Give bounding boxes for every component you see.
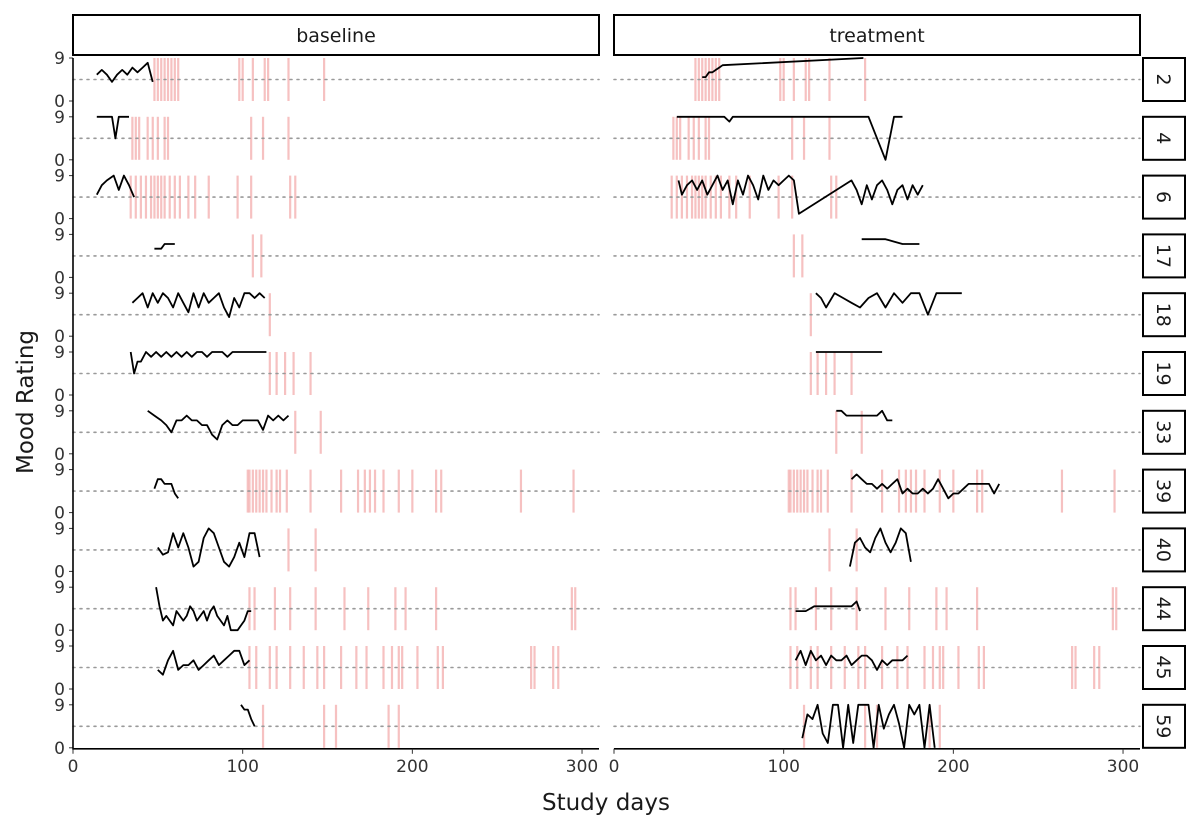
series-line-6-baseline xyxy=(96,174,135,198)
x-tick-label-baseline-100: 100 xyxy=(226,757,258,777)
strip-treatment xyxy=(613,14,1141,56)
y-tick-label-19-9: 9 xyxy=(54,343,65,363)
y-tick-label-33-0: 0 xyxy=(54,445,65,465)
series-line-4-treatment xyxy=(676,115,903,161)
series-line-33-treatment xyxy=(836,409,893,422)
series-line-17-treatment xyxy=(861,238,920,245)
y-tick-label-59-0: 0 xyxy=(54,739,65,759)
series-line-17-baseline xyxy=(154,243,175,250)
x-tick-label-baseline-300: 300 xyxy=(566,757,598,777)
y-tick-label-2-0: 0 xyxy=(54,92,65,112)
series-line-39-baseline xyxy=(153,478,179,499)
row-strip-6 xyxy=(1142,174,1186,220)
row-label-59: 59 xyxy=(1152,714,1174,738)
x-tick-label-baseline-0: 0 xyxy=(68,757,79,777)
y-tick-label-6-0: 0 xyxy=(54,210,65,230)
y-axis-title: Mood Rating xyxy=(13,330,39,474)
strip-label-baseline: baseline xyxy=(296,25,376,47)
y-tick-label-19-0: 0 xyxy=(54,386,65,406)
x-tick-label-treatment-100: 100 xyxy=(767,757,799,777)
y-tick-label-44-9: 9 xyxy=(54,578,65,598)
series-line-19-baseline xyxy=(129,351,267,375)
row-strip-59 xyxy=(1142,703,1186,749)
y-tick-label-17-9: 9 xyxy=(54,225,65,245)
row-label-33: 33 xyxy=(1152,420,1174,444)
y-tick-label-39-0: 0 xyxy=(54,504,65,524)
series-line-39-treatment xyxy=(850,473,1000,500)
series-line-4-baseline xyxy=(96,115,129,140)
row-strip-4 xyxy=(1142,115,1186,161)
y-tick-label-18-9: 9 xyxy=(54,284,65,304)
series-line-45-baseline xyxy=(157,649,251,676)
y-tick-label-44-0: 0 xyxy=(54,621,65,641)
row-label-40: 40 xyxy=(1152,538,1174,562)
row-label-17: 17 xyxy=(1152,244,1174,268)
row-label-45: 45 xyxy=(1152,655,1174,679)
series-line-18-baseline xyxy=(131,292,266,319)
row-strip-18 xyxy=(1142,292,1186,338)
y-tick-label-45-0: 0 xyxy=(54,680,65,700)
y-tick-label-45-9: 9 xyxy=(54,637,65,657)
y-tick-label-18-0: 0 xyxy=(54,327,65,347)
row-label-44: 44 xyxy=(1152,597,1174,621)
x-tick-label-treatment-0: 0 xyxy=(609,757,620,777)
y-tick-label-33-9: 9 xyxy=(54,402,65,422)
strip-baseline xyxy=(72,14,600,56)
row-label-18: 18 xyxy=(1152,303,1174,327)
series-line-45-treatment xyxy=(794,649,909,671)
row-strip-39 xyxy=(1142,468,1186,514)
series-line-59-baseline xyxy=(240,704,256,727)
row-label-19: 19 xyxy=(1152,361,1174,385)
series-line-44-treatment xyxy=(795,600,861,612)
series-line-6-treatment xyxy=(677,174,924,215)
row-strip-40 xyxy=(1142,527,1186,573)
row-strip-19 xyxy=(1142,351,1186,396)
y-tick-label-39-9: 9 xyxy=(54,461,65,481)
series-line-40-treatment xyxy=(849,527,912,567)
series-line-40-baseline xyxy=(157,527,261,568)
series-line-2-baseline xyxy=(96,61,154,83)
row-strip-2 xyxy=(1142,57,1186,102)
row-strip-17 xyxy=(1142,233,1186,279)
y-tick-label-6-9: 9 xyxy=(54,167,65,187)
series-line-59-treatment xyxy=(801,703,936,749)
y-tick-label-2-9: 9 xyxy=(54,49,65,69)
strip-label-treatment: treatment xyxy=(829,25,924,47)
y-tick-label-4-0: 0 xyxy=(54,151,65,171)
row-label-39: 39 xyxy=(1152,479,1174,503)
series-line-18-treatment xyxy=(815,292,962,316)
y-tick-label-40-9: 9 xyxy=(54,519,65,539)
row-label-2: 2 xyxy=(1152,73,1174,85)
series-line-44-baseline xyxy=(155,587,252,632)
row-strip-33 xyxy=(1142,409,1186,455)
y-tick-label-17-0: 0 xyxy=(54,268,65,288)
y-tick-label-40-0: 0 xyxy=(54,562,65,582)
series-line-2-treatment xyxy=(702,57,864,78)
x-tick-label-baseline-200: 200 xyxy=(396,757,428,777)
row-label-6: 6 xyxy=(1152,191,1174,203)
y-tick-label-4-9: 9 xyxy=(54,108,65,128)
y-tick-label-59-9: 9 xyxy=(54,696,65,716)
x-tick-label-treatment-300: 300 xyxy=(1107,757,1139,777)
panels: 2 4 6 17 18 19 33 39 40 44 45 59 xyxy=(72,57,1186,749)
x-axis-title: Study days xyxy=(542,790,670,816)
series-line-33-baseline xyxy=(147,410,290,441)
row-strip-45 xyxy=(1142,645,1186,690)
x-tick-label-treatment-200: 200 xyxy=(937,757,969,777)
column-strips: baseline treatment xyxy=(72,14,1141,56)
row-strip-44 xyxy=(1142,586,1186,632)
row-label-4: 4 xyxy=(1152,132,1174,144)
